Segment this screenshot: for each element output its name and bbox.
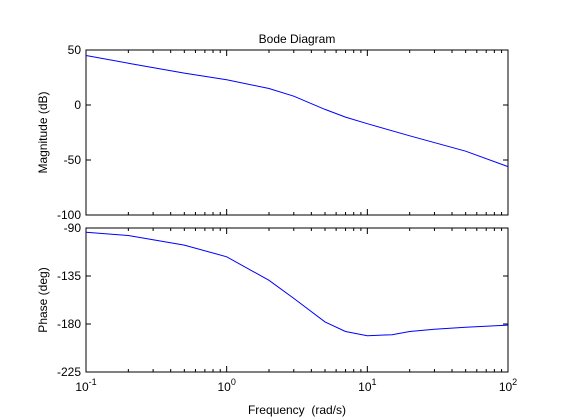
magnitude-plot-frame: [85, 49, 509, 216]
x-tick-label: 100: [217, 377, 235, 394]
y-tick-label: 50: [68, 43, 82, 57]
y-tick-label: -90: [64, 221, 82, 235]
y-tick-label: -180: [57, 317, 81, 331]
phase-plot: -90 -135 -180 -225 10-1 100 101 102 Phase (deg…: [36, 221, 517, 417]
magnitude-tick-labels: 50 0 -50 -100: [57, 43, 81, 222]
x-axis-label: Frequency (rad/s): [248, 403, 346, 417]
phase-plot-frame: [85, 227, 509, 373]
magnitude-plot: 50 0 -50 -100 Bode Diagram Magnitude (dB): [36, 32, 509, 222]
y-tick-label: -135: [57, 269, 81, 283]
y-tick-label: -100: [57, 208, 81, 222]
magnitude-ticks: [85, 49, 509, 216]
x-tick-label: 102: [499, 377, 517, 394]
y-tick-label: -50: [64, 153, 82, 167]
x-tick-label: 10-1: [75, 377, 96, 394]
magnitude-y-axis-label: Magnitude (dB): [36, 91, 50, 173]
phase-ticks: [85, 227, 509, 373]
y-tick-label: 0: [74, 98, 81, 112]
phase-y-axis-label: Phase (deg): [36, 267, 50, 332]
chart-title: Bode Diagram: [259, 32, 336, 46]
x-tick-label: 101: [358, 377, 376, 394]
phase-series-line: [85, 231, 509, 337]
magnitude-series-line: [85, 55, 509, 168]
y-tick-label: -225: [57, 365, 81, 379]
phase-tick-labels: -90 -135 -180 -225: [57, 221, 81, 379]
x-tick-labels: 10-1 100 101 102: [75, 377, 517, 394]
